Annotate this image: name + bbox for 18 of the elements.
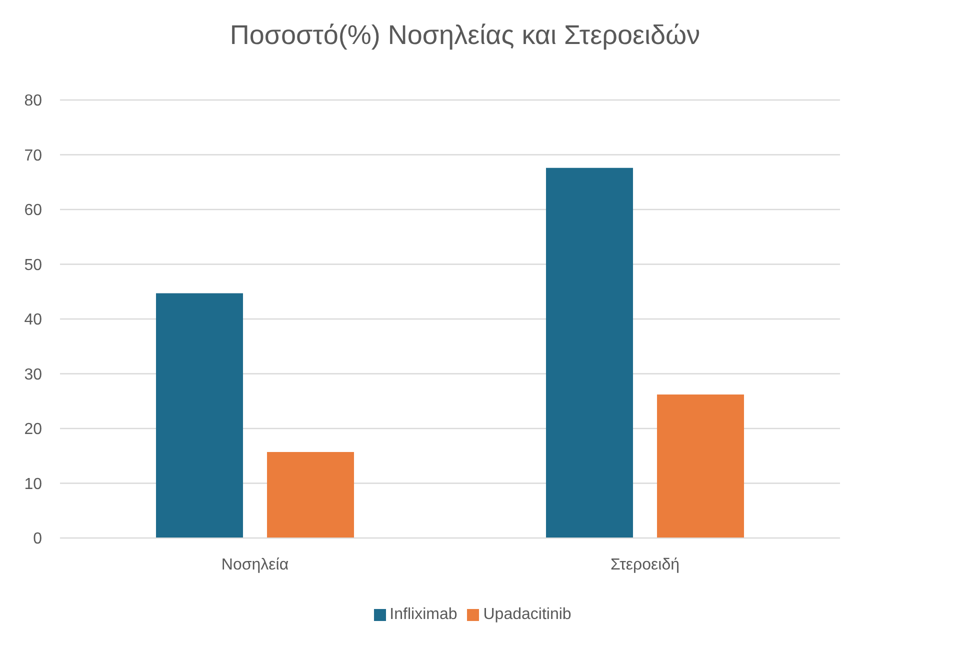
chart-title: Ποσοστό(%) Νοσηλείας και Στεροειδών: [228, 19, 702, 52]
bar: [156, 293, 243, 538]
bar: [546, 168, 633, 538]
bar: [657, 394, 744, 538]
y-tick-label: 50: [24, 256, 42, 274]
y-tick-label: 20: [24, 421, 42, 438]
x-tick-label: Νοσηλεία: [221, 556, 289, 574]
legend-label: Upadacitinib: [483, 606, 572, 623]
legend-label: Infliximab: [390, 606, 458, 623]
y-tick-label: 60: [24, 202, 42, 220]
y-tick-label: 0: [33, 530, 42, 548]
y-tick-label: 10: [24, 476, 42, 493]
bar: [267, 452, 354, 538]
y-tick-label: 70: [24, 147, 42, 164]
y-tick-label: 40: [24, 312, 42, 329]
x-tick-label: Στεροειδή: [610, 556, 680, 574]
y-tick-label: 80: [24, 92, 42, 110]
y-tick-label: 30: [24, 366, 42, 384]
